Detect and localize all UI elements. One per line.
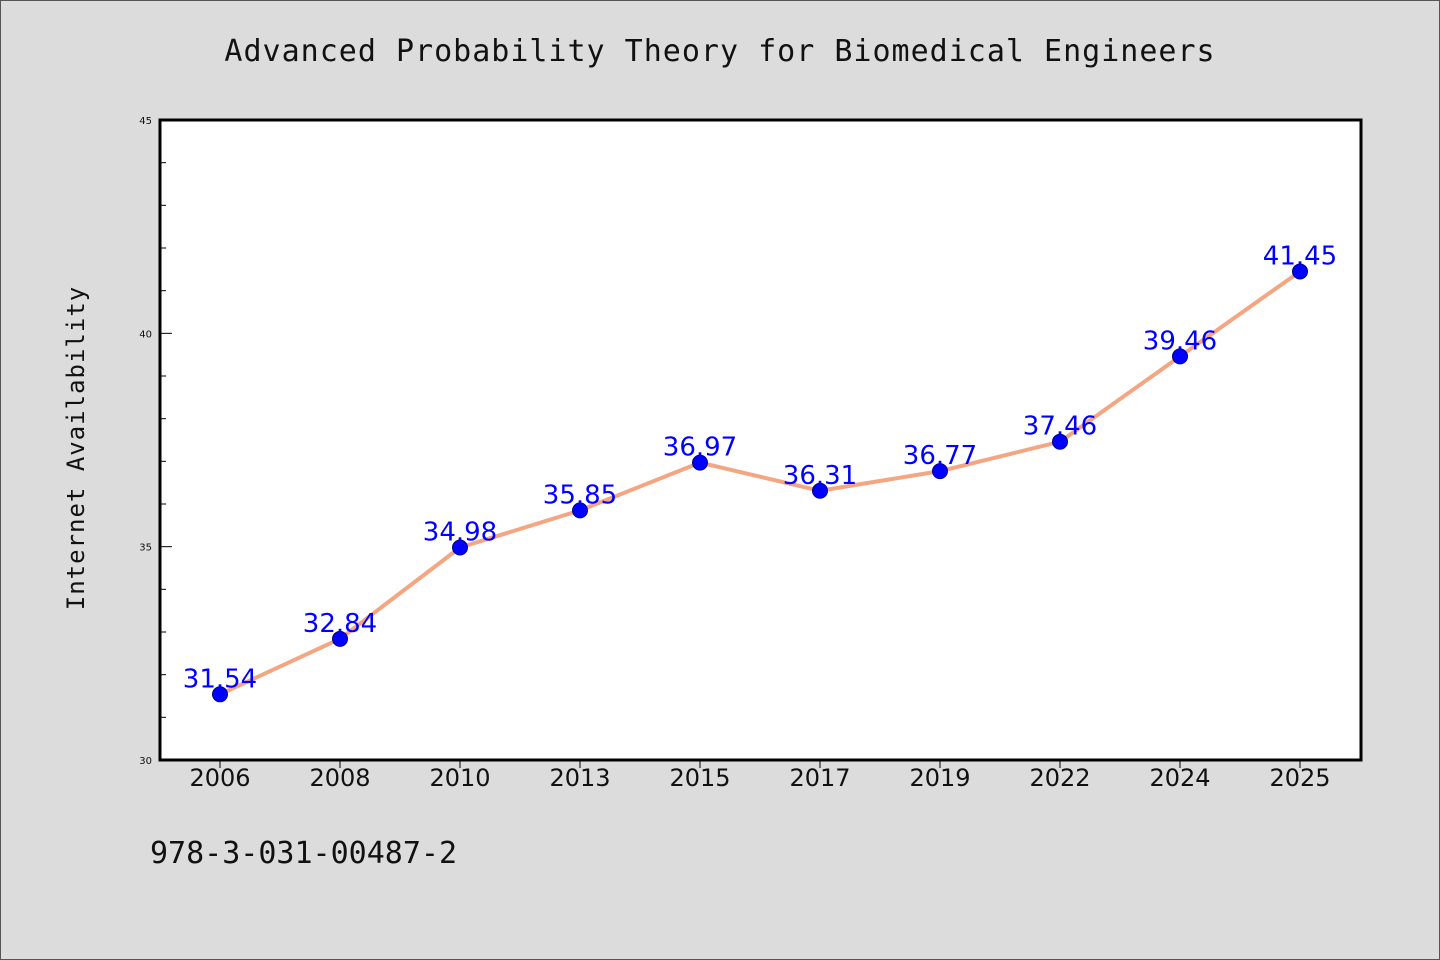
data-point <box>812 482 828 499</box>
data-label: 34.98 <box>423 518 497 548</box>
data-point <box>1052 433 1068 450</box>
data-label: 39.46 <box>1143 326 1217 356</box>
x-tick-label: 2017 <box>789 764 850 792</box>
data-point <box>332 630 348 647</box>
x-tick-label: 2022 <box>1029 764 1090 792</box>
y-tick-label: 30 <box>139 756 152 767</box>
data-point <box>572 502 588 519</box>
data-point <box>1172 348 1188 365</box>
y-tick-label: 45 <box>139 116 152 127</box>
data-point <box>452 539 468 556</box>
x-tick-label: 2010 <box>429 764 490 792</box>
x-tick-label: 2013 <box>549 764 610 792</box>
x-tick-label: 2025 <box>1269 764 1330 792</box>
data-point <box>932 463 948 480</box>
series-line <box>218 269 1302 697</box>
data-label: 36.97 <box>663 433 737 463</box>
y-axis: 30 35 40 45 <box>139 116 172 767</box>
data-label: 36.77 <box>903 441 977 471</box>
data-label: 35.85 <box>543 480 617 510</box>
x-tick-label: 2019 <box>909 764 970 792</box>
x-tick-label: 2008 <box>309 764 370 792</box>
data-label: 32.84 <box>303 609 377 639</box>
plot-area <box>158 118 1363 762</box>
x-tick-label: 2015 <box>669 764 730 792</box>
data-point <box>692 454 708 471</box>
data-label: 37.46 <box>1023 412 1097 442</box>
y-tick-label: 35 <box>139 543 152 554</box>
x-tick-label: 2006 <box>189 764 250 792</box>
x-axis: 2006 2008 2010 2013 2015 2017 2019 2022 2024 2025 <box>189 760 1331 792</box>
data-point <box>1292 263 1308 280</box>
data-point <box>212 686 228 703</box>
data-label: 31.54 <box>183 664 257 694</box>
isbn-code: 978-3-031-00487-2 <box>150 836 458 871</box>
data-label: 41.45 <box>1263 241 1337 271</box>
x-tick-label: 2024 <box>1149 764 1210 792</box>
data-label: 36.31 <box>783 461 857 491</box>
data-labels: 31.54 32.84 34.98 35.85 36.97 36.31 36.77 37.46… <box>183 241 1337 694</box>
chart-title: Advanced Probability Theory for Biomedic… <box>224 34 1216 69</box>
y-tick-label: 40 <box>139 329 152 340</box>
data-markers <box>212 263 1308 703</box>
